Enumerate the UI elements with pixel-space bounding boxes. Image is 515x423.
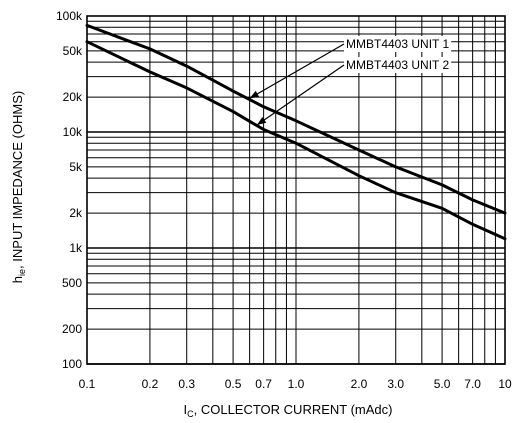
y-tick-label: 1k [69, 241, 83, 255]
y-tick-label: 10k [63, 125, 83, 139]
y-tick-labels: 100 200 500 1k 2k 5k 10k 20k 50k 100k [56, 9, 83, 371]
legend-label-unit-1: MMBT4403 UNIT 1 [346, 37, 449, 51]
y-axis-title-sub: ie [17, 269, 27, 276]
x-tick-labels: 0.1 0.2 0.3 0.5 0.7 1.0 2.0 3.0 5.0 7.0 10 [79, 377, 512, 391]
series-line-unit-2 [85, 40, 507, 241]
y-tick-label: 5k [69, 160, 83, 174]
x-axis-title-main: I [183, 402, 187, 417]
x-tick-label: 2.0 [351, 377, 368, 391]
x-tick-label: 0.1 [79, 377, 96, 391]
legend-arrowhead [256, 116, 267, 125]
x-axis-title-sub: C [187, 409, 194, 419]
y-axis-title-main: h [10, 276, 25, 283]
y-tick-label: 200 [62, 322, 82, 336]
x-tick-label: 0.7 [255, 377, 272, 391]
legend-leader-line [256, 64, 345, 126]
x-tick-label: 0.5 [225, 377, 242, 391]
x-tick-label: 3.0 [387, 377, 404, 391]
y-tick-label: 50k [63, 44, 83, 58]
legend-label-background [344, 36, 452, 52]
x-tick-label: 5.0 [434, 377, 451, 391]
y-tick-label: 100 [62, 357, 82, 371]
y-axis-title-rest: , INPUT IMPEDANCE (OHMS) [10, 91, 25, 269]
legend-leader-line [249, 43, 345, 99]
x-axis-title: IC, COLLECTOR CURRENT (mAdc) [183, 402, 392, 419]
y-tick-label: 500 [62, 276, 82, 290]
x-tick-label: 0.2 [142, 377, 159, 391]
legend-label-background [344, 57, 452, 73]
y-tick-label: 20k [63, 90, 83, 104]
x-tick-label: 7.0 [464, 377, 481, 391]
series-line-unit-1 [85, 23, 507, 215]
y-tick-label: 2k [69, 206, 83, 220]
legend-arrowhead [249, 90, 260, 99]
minor-gridlines [86, 16, 505, 364]
x-tick-label: 1.0 [288, 377, 305, 391]
x-tick-label: 0.3 [178, 377, 195, 391]
legend: MMBT4403 UNIT 1 MMBT4403 UNIT 2 [249, 36, 452, 126]
y-axis-title: hie, INPUT IMPEDANCE (OHMS) [10, 91, 27, 283]
plot-frame [86, 15, 506, 365]
series-lines [85, 23, 507, 241]
legend-label-unit-2: MMBT4403 UNIT 2 [346, 58, 449, 72]
y-tick-label: 100k [56, 9, 83, 23]
x-tick-label: 10 [498, 377, 512, 391]
x-axis-title-rest: , COLLECTOR CURRENT (mAdc) [194, 402, 393, 417]
